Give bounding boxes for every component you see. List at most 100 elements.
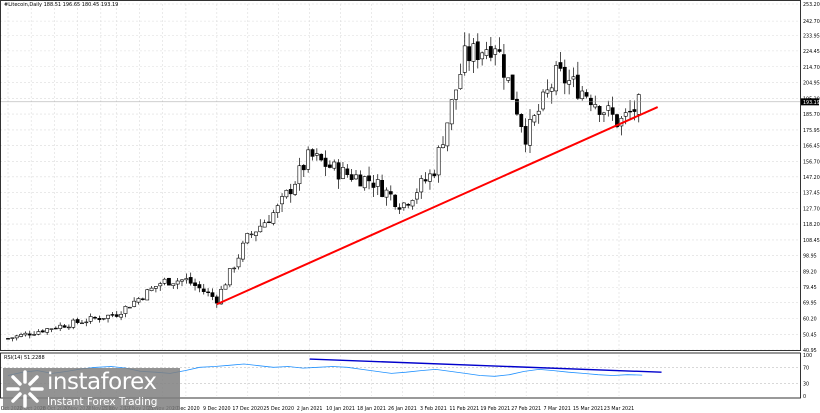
candle-body bbox=[480, 52, 485, 60]
candle-body bbox=[193, 282, 197, 286]
instaforex-logo-icon bbox=[6, 370, 44, 408]
date-tick-label: 2 Jan 2021 bbox=[297, 406, 323, 412]
candle-body bbox=[167, 277, 171, 286]
date-tick-label: 19 Feb 2021 bbox=[480, 406, 510, 412]
price-tick-label: 175.95 bbox=[803, 128, 820, 134]
chart-frames bbox=[0, 0, 801, 410]
candle-body bbox=[467, 46, 472, 62]
candle-body bbox=[241, 242, 245, 260]
date-tick-label: 3 Feb 2021 bbox=[420, 406, 447, 412]
date-tick-label: 7 Mar 2021 bbox=[543, 406, 570, 412]
candle-body bbox=[58, 324, 63, 329]
candle-body bbox=[332, 161, 337, 169]
candle-body bbox=[554, 65, 559, 92]
candle-body bbox=[40, 330, 45, 333]
date-tick-label: 23 Mar 2021 bbox=[604, 406, 634, 412]
candle-body bbox=[319, 153, 324, 161]
candle-body bbox=[306, 149, 311, 170]
candlestick-series: 193.19 bbox=[0, 32, 820, 342]
rsi-tick-label: 100 bbox=[803, 353, 812, 359]
candle-body bbox=[162, 278, 167, 284]
candle-body bbox=[293, 183, 298, 195]
date-tick-label: 11 Feb 2021 bbox=[449, 406, 479, 412]
candle-body bbox=[197, 284, 202, 289]
candle-body bbox=[19, 334, 23, 337]
candle-body bbox=[114, 314, 119, 317]
price-tick-label: 60.20 bbox=[803, 317, 817, 323]
candle-body bbox=[301, 165, 306, 171]
candle-body bbox=[88, 316, 93, 322]
date-tick-label: 1 Dec 2020 bbox=[172, 406, 200, 412]
price-tick-label: 147.20 bbox=[803, 175, 820, 181]
candle-body bbox=[602, 112, 606, 115]
price-tick-label: 204.95 bbox=[803, 81, 820, 87]
candle-body bbox=[428, 173, 432, 182]
candle-body bbox=[236, 257, 241, 268]
candle-body bbox=[632, 109, 637, 112]
candle-body bbox=[610, 107, 615, 115]
candle-body bbox=[27, 333, 32, 336]
candle-body bbox=[636, 94, 641, 115]
candle-body bbox=[45, 328, 50, 333]
logo-name: instaforex bbox=[47, 369, 157, 395]
candle-body bbox=[397, 207, 402, 210]
candle-body bbox=[275, 205, 280, 213]
candle-body bbox=[232, 267, 237, 270]
candle-body bbox=[345, 168, 350, 175]
rsi-tick-label: 0 bbox=[803, 394, 806, 400]
date-tick-label: 26 Jan 2021 bbox=[388, 406, 417, 412]
candle-body bbox=[541, 91, 545, 110]
price-axis: 253.20242.70233.95224.45214.70204.95195.… bbox=[803, 2, 820, 354]
price-tick-label: 253.20 bbox=[803, 2, 820, 8]
candle-body bbox=[462, 45, 467, 73]
date-tick-label: 15 Mar 2021 bbox=[573, 406, 603, 412]
candle-body bbox=[549, 87, 554, 92]
candle-body bbox=[227, 268, 232, 286]
price-tick-label: 79.45 bbox=[803, 285, 817, 291]
candle-body bbox=[210, 292, 215, 297]
candle-body bbox=[445, 122, 450, 147]
candle-body bbox=[497, 49, 502, 52]
candle-body bbox=[132, 300, 137, 307]
candle-body bbox=[471, 43, 476, 62]
candle-body bbox=[493, 48, 498, 55]
candle-body bbox=[458, 74, 463, 90]
price-tick-label: 214.70 bbox=[803, 65, 820, 71]
date-tick-label: 10 Jan 2021 bbox=[326, 406, 355, 412]
candle-body bbox=[510, 74, 515, 100]
candle-body bbox=[201, 288, 206, 292]
rsi-tick-label: 70 bbox=[803, 365, 809, 371]
date-tick-label: 25 Dec 2020 bbox=[263, 406, 294, 412]
candle-body bbox=[419, 178, 424, 193]
candle-body bbox=[388, 191, 393, 195]
candle-body bbox=[558, 62, 563, 69]
price-tick-label: 98.95 bbox=[803, 253, 817, 259]
candle-body bbox=[154, 286, 158, 289]
candle-body bbox=[310, 149, 315, 157]
candle-body bbox=[53, 327, 58, 330]
candle-body bbox=[6, 338, 10, 340]
price-tick-label: 50.45 bbox=[803, 333, 817, 339]
price-tick-label: 69.95 bbox=[803, 301, 817, 307]
candle-body bbox=[175, 280, 180, 285]
candle-body bbox=[414, 192, 419, 200]
candle-body bbox=[384, 189, 389, 198]
candle-body bbox=[75, 319, 80, 323]
candle-body bbox=[628, 110, 632, 113]
candle-body bbox=[349, 174, 354, 180]
candle-body bbox=[184, 278, 189, 281]
candle-body bbox=[449, 99, 454, 125]
price-tick-label: 40.95 bbox=[803, 348, 817, 354]
candle-body bbox=[140, 298, 145, 300]
rsi-label: RSI(14) 51.2288 bbox=[4, 355, 45, 361]
candle-body bbox=[410, 200, 415, 207]
candle-body bbox=[454, 89, 458, 100]
candle-body bbox=[506, 77, 511, 81]
candle-body bbox=[327, 164, 332, 168]
price-tick-label: 224.45 bbox=[803, 49, 820, 55]
rsi-line bbox=[7, 363, 643, 377]
instaforex-logo: instaforex Instant Forex Trading bbox=[3, 368, 180, 410]
candle-body bbox=[532, 115, 537, 123]
date-tick-label: 27 Feb 2021 bbox=[511, 406, 541, 412]
candle-body bbox=[258, 225, 263, 233]
